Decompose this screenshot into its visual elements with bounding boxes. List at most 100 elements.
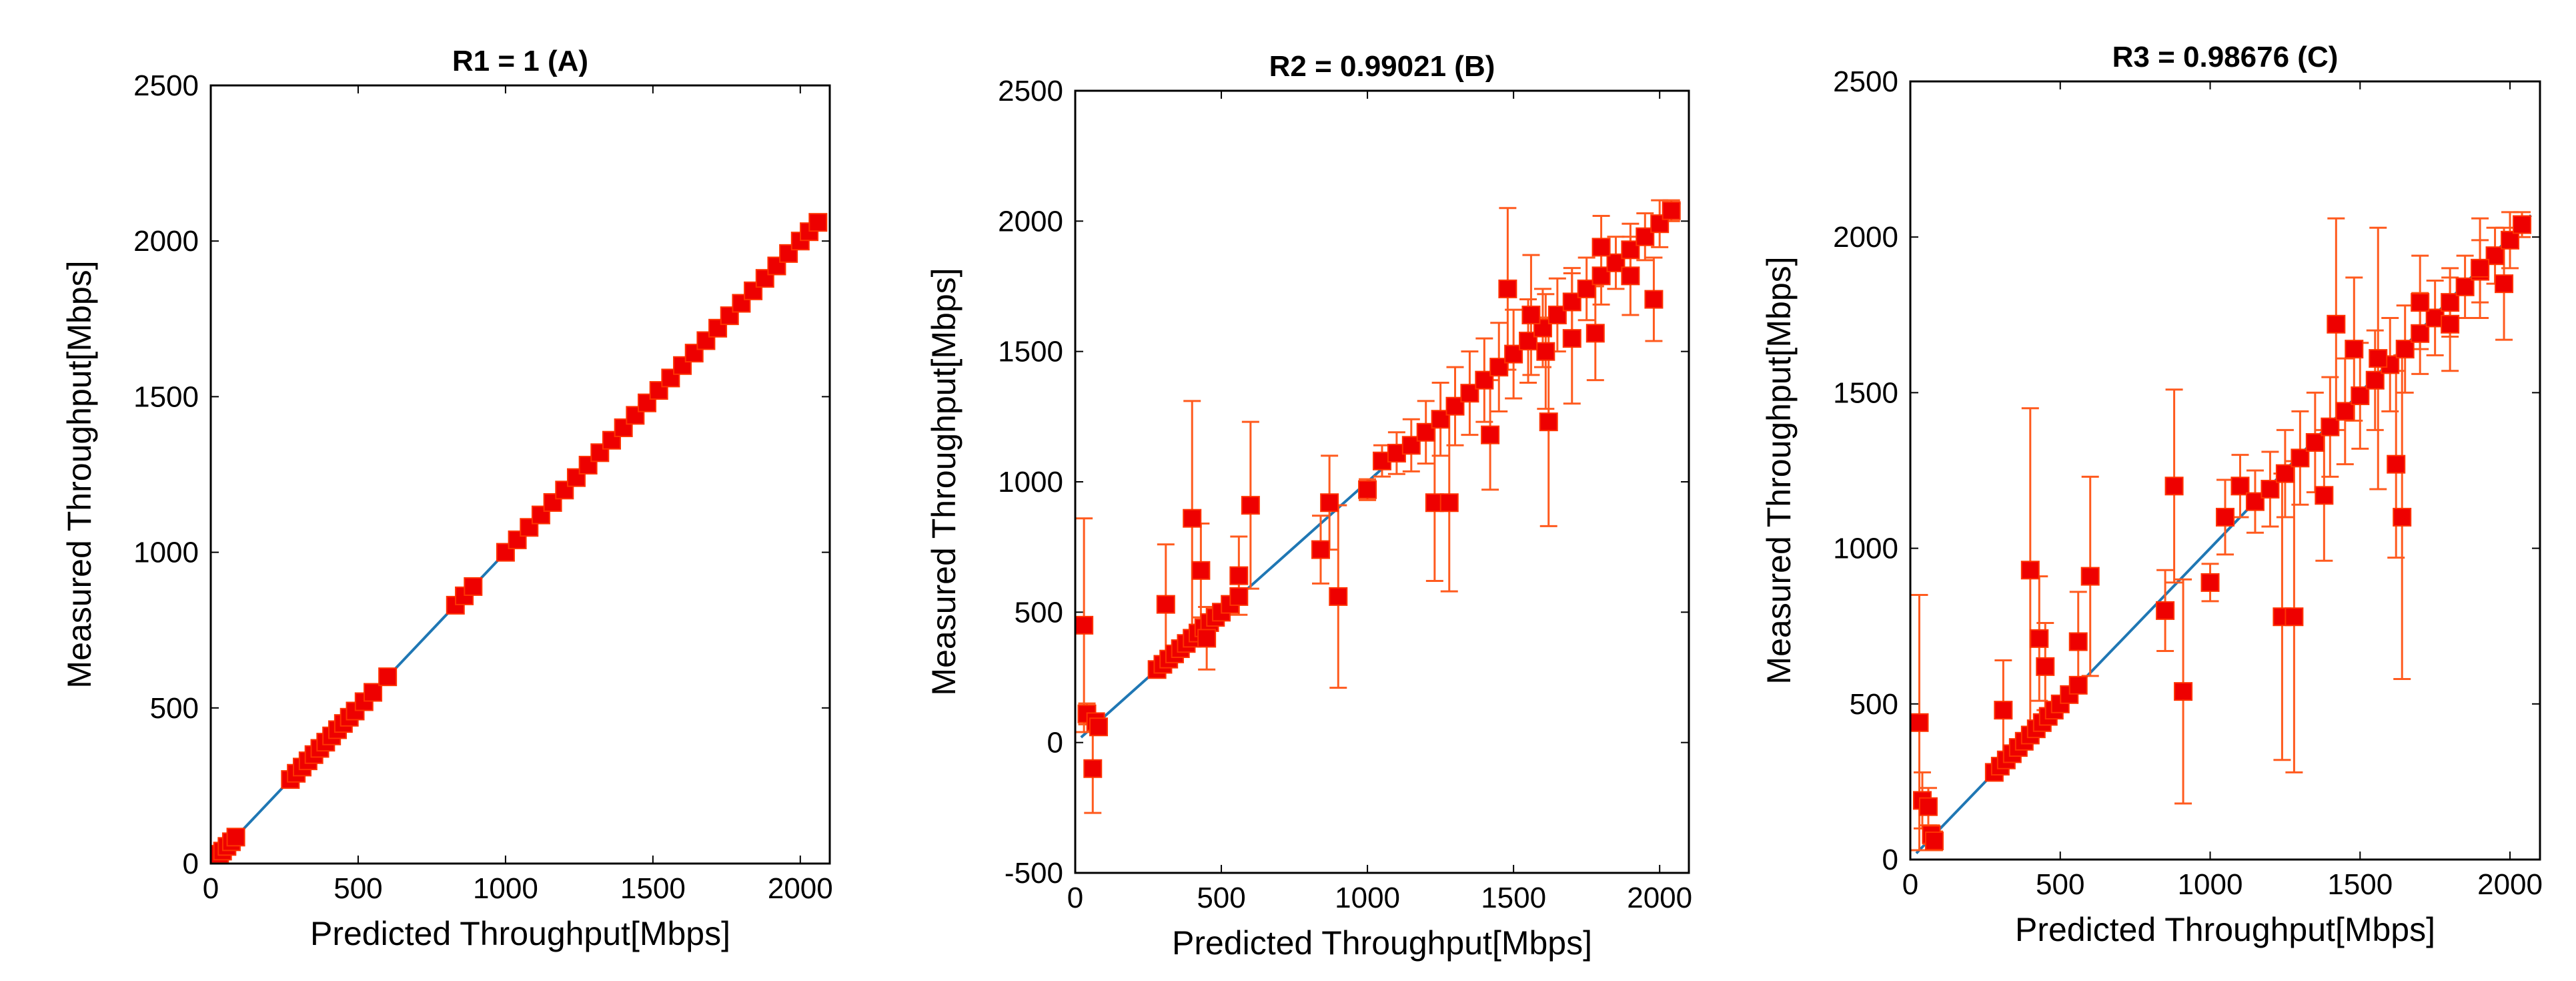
data-point [1924, 832, 1944, 851]
data-point [2411, 293, 2430, 312]
y-tick-label: 2500 [1833, 65, 1898, 98]
data-point [1504, 344, 1523, 364]
data-point [1498, 279, 1517, 298]
plot-frame [1074, 89, 1690, 874]
data-point [2164, 476, 2184, 496]
data-point [1075, 615, 1094, 635]
data-point [2068, 632, 2088, 651]
x-tick-label: 1500 [2327, 868, 2393, 901]
data-point [1918, 797, 1938, 816]
x-tick-label: 2000 [768, 872, 833, 905]
data-point [2020, 561, 2040, 580]
data-point [2351, 386, 2370, 406]
data-point [1320, 493, 1339, 513]
data-point [2216, 507, 2234, 527]
data-point [732, 294, 751, 313]
x-axis-label: Predicted Throughput[Mbps] [2015, 911, 2435, 948]
data-point [1662, 201, 1681, 220]
data-point [2315, 486, 2334, 505]
data-point [1521, 305, 1541, 324]
x-tick-label: 1000 [473, 872, 538, 905]
plot-area [211, 85, 830, 864]
y-tick-label: 1500 [133, 380, 199, 413]
data-point [2327, 314, 2346, 334]
data-point [1481, 425, 1500, 444]
data-point [1439, 493, 1459, 513]
data-point [1591, 238, 1611, 257]
y-tick-label: 1000 [998, 466, 1063, 499]
subplot-c: 0 500 1000 1500 2000 0 500 1000 1500 2000 2500 R3 =… [1760, 41, 2543, 948]
subplot-b: 0 500 1000 1500 2000-50005001000150020002500… [925, 50, 1692, 962]
x-tick-label: 500 [334, 872, 382, 905]
data-point [1358, 480, 1377, 499]
data-point [1994, 701, 2013, 720]
data-point [767, 256, 786, 276]
data-point [2261, 479, 2280, 499]
data-point [1241, 496, 1260, 515]
data-point [2441, 314, 2460, 334]
data-point [2369, 349, 2388, 368]
data-point [378, 667, 398, 687]
x-axis-label: Predicted Throughput[Mbps] [310, 915, 730, 952]
data-point [2291, 448, 2310, 468]
chart-title: R3 = 0.98676 (C) [2112, 41, 2339, 73]
data-point [2365, 370, 2385, 390]
y-axis-label: Measured Throughput[Mbps] [61, 260, 98, 688]
y-tick-label: 1500 [1833, 376, 1898, 409]
plot-frame [209, 84, 831, 865]
y-tick-label: 500 [150, 692, 199, 725]
data-point [543, 493, 562, 512]
data-point [2393, 507, 2412, 527]
plot-frame [1909, 80, 2541, 861]
data-point [1197, 629, 1217, 648]
x-tick-label: 2000 [1627, 882, 1692, 914]
data-point [2395, 340, 2415, 359]
data-point [602, 430, 621, 450]
x-tick-label: 1500 [620, 872, 686, 905]
data-point [1156, 595, 1175, 614]
y-tick-label: 2000 [1833, 221, 1898, 254]
x-tick-label: 0 [1067, 882, 1083, 914]
chart-title: R2 = 0.99021 (B) [1269, 50, 1495, 83]
x-tick-label: 0 [1902, 868, 1918, 901]
data-point [2471, 258, 2490, 278]
x-tick-label: 500 [1197, 882, 1245, 914]
plot-area [1075, 91, 1689, 873]
data-point [720, 306, 739, 326]
y-tick-label: 2500 [998, 75, 1063, 107]
chart-title: R1 = 1 (A) [452, 45, 588, 77]
series-measured [1910, 211, 2532, 852]
data-point [1329, 587, 1348, 606]
data-point [2455, 277, 2475, 296]
data-point [1401, 436, 1421, 455]
data-point [2285, 607, 2304, 627]
x-tick-label: 1500 [1481, 882, 1546, 914]
y-tick-label: 500 [1850, 688, 1898, 721]
subplot-a: 0 500 1000 1500 2000 0 500 1000 1500 2000 2500 R1 =… [61, 45, 833, 952]
data-point [2335, 402, 2355, 421]
data-point [1539, 412, 1558, 432]
data-point [1183, 509, 1202, 528]
series-measured [210, 213, 828, 864]
x-tick-label: 1000 [1335, 882, 1400, 914]
data-point [1562, 329, 1581, 348]
y-tick-label: 2000 [998, 205, 1063, 238]
data-point [2345, 340, 2364, 359]
data-point [1083, 759, 1103, 778]
y-axis-label: Measured Throughput[Mbps] [1760, 256, 1798, 684]
data-point [2200, 573, 2220, 592]
data-point [2275, 464, 2295, 483]
y-tick-label: 1000 [1833, 533, 1898, 565]
data-point [2441, 293, 2460, 312]
data-point [226, 828, 245, 847]
x-tick-label: 0 [203, 872, 219, 905]
y-tick-label: 0 [183, 848, 199, 880]
plot-area [1910, 81, 2540, 860]
data-point [2305, 433, 2325, 452]
x-tick-label: 500 [2036, 868, 2084, 901]
data-point [1621, 266, 1640, 286]
x-tick-label: 1000 [2178, 868, 2243, 901]
data-point [2156, 601, 2175, 620]
data-point [464, 577, 483, 596]
